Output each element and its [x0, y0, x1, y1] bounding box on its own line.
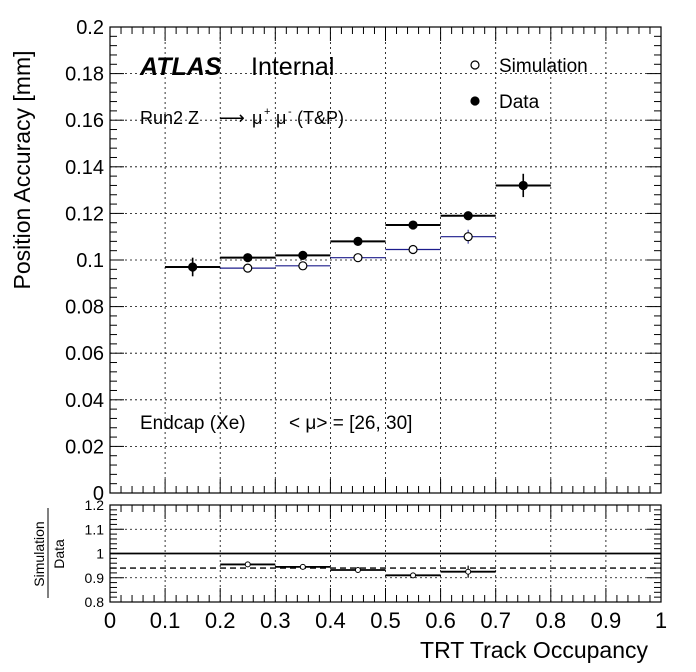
legend-label-data: Data	[499, 92, 540, 113]
marker	[353, 236, 363, 246]
legend-label-simulation: Simulation	[499, 56, 588, 77]
pileup-label: < μ> = [26, 30]	[289, 413, 412, 434]
marker	[243, 263, 253, 273]
marker	[353, 253, 363, 263]
ratio-y-tick-label: 1.1	[85, 521, 105, 537]
ratio-reference-lines	[110, 552, 661, 569]
main-y-tick-label: 0.12	[65, 203, 104, 225]
marker	[244, 561, 251, 568]
x-tick-label: 0.6	[425, 608, 456, 633]
marker	[188, 262, 198, 272]
marker	[463, 211, 473, 221]
main-y-tick-label: 0.18	[65, 64, 104, 86]
main-y-tick-label: 0.16	[65, 110, 104, 132]
legend-marker-data	[470, 96, 480, 106]
y-axis-label: Position Accuracy [mm]	[9, 50, 35, 289]
process-arrow: ⟶	[219, 108, 245, 128]
x-tick-label: 0.7	[480, 608, 511, 633]
main-y-tick-label: 0.2	[76, 17, 104, 39]
marker	[518, 180, 528, 191]
process-sup-plus: +	[264, 106, 270, 118]
simulation-point	[385, 244, 441, 255]
simulation-point	[330, 253, 386, 263]
ratio-y-tick-label: 1.2	[85, 497, 105, 513]
x-tick-label: 0.9	[591, 608, 622, 633]
x-tick-label: 0.4	[315, 608, 346, 633]
ratio-ylabel-numerator: Simulation	[31, 521, 47, 586]
data-point	[275, 250, 331, 260]
ratio-point	[385, 572, 441, 579]
x-tick-label: 1	[655, 608, 667, 633]
ratio-point	[330, 566, 386, 573]
x-tick-labels: 0 0.1 0.2 0.3 0.4 0.5 0.6 0.7 0.8 0.9 1	[104, 608, 667, 633]
data-point	[385, 220, 441, 230]
main-y-tick-label: 0	[93, 483, 104, 505]
process-run: Run2 Z	[140, 108, 199, 128]
internal-label: Internal	[251, 53, 334, 81]
ratio-panel: 0.8 0.9 1 1.1 1.2 Simulation Data 0 0.1 0.2 0.3…	[31, 497, 667, 663]
marker	[299, 563, 306, 570]
marker	[298, 250, 308, 260]
marker	[410, 572, 417, 579]
process-label: Run2 Z ⟶ μ + μ - (T&P)	[140, 106, 344, 128]
main-grid	[110, 27, 661, 493]
marker	[408, 244, 418, 255]
ratio-y-tick-label: 0.8	[85, 594, 105, 610]
process-sup-minus: -	[288, 106, 292, 118]
data-point	[220, 253, 276, 263]
main-panel: 00.020.040.060.080.10.120.140.160.180.2 …	[9, 17, 662, 505]
ratio-ytick-labels: 0.8 0.9 1 1.1 1.2	[85, 497, 105, 610]
ratio-point	[275, 563, 331, 570]
x-tick-label: 0	[104, 608, 116, 633]
data-point	[330, 236, 386, 246]
atlas-label: ATLAS	[139, 53, 222, 81]
x-tick-label: 0.2	[205, 608, 236, 633]
main-y-tick-label: 0.14	[65, 157, 104, 179]
marker	[243, 253, 253, 263]
main-y-tick-label: 0.04	[65, 390, 104, 412]
simulation-point	[220, 263, 276, 273]
main-y-tick-label: 0.02	[65, 436, 104, 458]
marker	[465, 568, 472, 575]
x-tick-label: 0.3	[260, 608, 291, 633]
data-point	[495, 173, 551, 198]
ratio-point	[440, 565, 496, 578]
ratio-y-tick-label: 0.9	[85, 570, 105, 586]
ratio-y-axis-label: Simulation Data	[31, 508, 67, 598]
main-y-tick-label: 0.06	[65, 343, 104, 365]
x-tick-label: 0.8	[536, 608, 567, 633]
x-axis-label: TRT Track Occupancy	[420, 637, 648, 663]
main-ytick-labels: 0 0.02 0.04 0.06 0.08 0.1 0.12 0.14 0.16 0.18 0.2	[65, 17, 104, 505]
ratio-point	[220, 561, 276, 568]
data-point	[165, 257, 221, 277]
x-tick-label: 0.1	[150, 608, 181, 633]
region-label: Endcap (Xe)	[140, 413, 246, 434]
ratio-ylabel-denominator: Data	[51, 539, 67, 569]
simulation-point	[275, 261, 331, 271]
ratio-series	[220, 561, 496, 579]
main-series	[165, 173, 551, 277]
simulation-point	[440, 229, 496, 244]
process-mu-plus: μ	[252, 108, 262, 128]
ratio-y-tick-label: 1	[96, 546, 104, 562]
data-point	[440, 211, 496, 221]
x-tick-label: 0.5	[370, 608, 401, 633]
marker	[354, 566, 361, 573]
legend-marker-simulation	[470, 60, 480, 70]
main-ticks	[109, 26, 662, 494]
process-tp: (T&P)	[297, 108, 344, 128]
marker	[463, 232, 473, 242]
main-y-tick-label: 0.08	[65, 297, 104, 319]
process-mu-minus: μ	[276, 108, 286, 128]
legend: Simulation Data	[470, 56, 588, 113]
marker	[408, 220, 418, 230]
ratio-ticks	[109, 504, 662, 603]
marker	[298, 261, 308, 271]
main-y-tick-label: 0.1	[76, 250, 104, 272]
